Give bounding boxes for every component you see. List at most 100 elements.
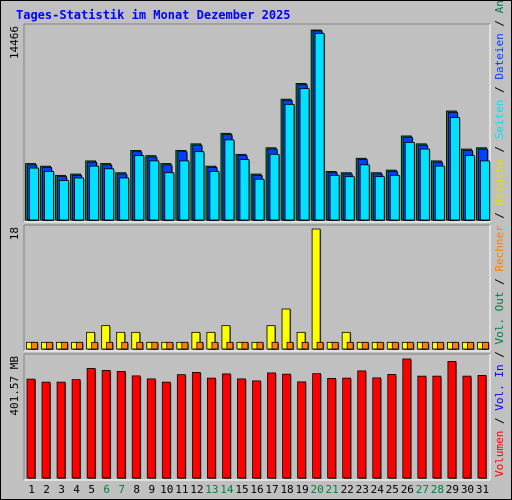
bar-volumen-day-3 (56, 381, 66, 479)
x-axis-label-day-20: 20 (311, 483, 324, 496)
bar-rechner-day-5 (91, 341, 99, 350)
y-axis-max-label-visits: 18 (8, 227, 21, 240)
bar-volumen-day-19 (297, 381, 306, 479)
bar-rechner-day-30 (467, 341, 474, 350)
y-axis-max-label-hits: 14466 (8, 26, 21, 59)
bar-seiten-day-13 (209, 171, 220, 221)
bar-seiten-day-28 (434, 165, 445, 221)
bar-volumen-day-14 (222, 373, 231, 479)
x-axis-label-day-18: 18 (280, 483, 293, 496)
x-axis-label-day-2: 2 (43, 483, 50, 496)
x-axis-label-day-22: 22 (341, 483, 354, 496)
bar-besuche-day-5 (86, 331, 96, 350)
bar-rechner-day-4 (76, 341, 83, 350)
bar-seiten-day-22 (344, 176, 355, 221)
x-axis-label-day-14: 14 (220, 483, 234, 496)
bar-seiten-day-19 (299, 88, 310, 221)
x-axis-label-day-30: 30 (461, 483, 474, 496)
bar-seiten-day-7 (119, 177, 130, 221)
bar-rechner-day-2 (46, 341, 53, 350)
bar-volumen-day-10 (161, 381, 171, 479)
bar-seiten-day-5 (89, 165, 100, 221)
x-axis-label-day-1: 1 (28, 483, 35, 496)
bar-volumen-day-17 (267, 372, 276, 479)
bar-volumen-day-2 (41, 381, 51, 479)
bar-volumen-day-11 (176, 374, 186, 479)
bar-rechner-day-26 (406, 341, 414, 350)
bar-seiten-day-25 (389, 174, 400, 221)
x-axis-label-day-19: 19 (295, 483, 308, 496)
bar-volumen-day-24 (372, 377, 382, 479)
bar-besuche-day-12 (191, 331, 201, 350)
bar-volumen-day-4 (71, 379, 81, 479)
bar-seiten-day-6 (104, 168, 115, 221)
x-axis-label-day-24: 24 (371, 483, 385, 496)
bar-rechner-day-1 (31, 341, 38, 350)
x-axis-label-day-26: 26 (401, 483, 414, 496)
bar-volumen-day-25 (387, 374, 397, 479)
bar-besuche-day-19 (296, 331, 306, 350)
x-axis-label-day-13: 13 (205, 483, 218, 496)
bar-volumen-day-18 (282, 373, 291, 479)
legend-entry-12: Dateien (493, 33, 506, 79)
bar-rechner-day-11 (181, 341, 189, 350)
x-axis-label-day-12: 12 (190, 483, 203, 496)
x-axis-label-day-9: 9 (148, 483, 155, 496)
bar-besuche-day-17 (266, 325, 276, 350)
bar-rechner-day-21 (331, 341, 339, 350)
bar-besuche-day-7 (116, 331, 126, 350)
x-axis-label-day-23: 23 (356, 483, 369, 496)
bar-volumen-day-12 (191, 372, 201, 479)
x-axis-label-day-5: 5 (88, 483, 95, 496)
bar-volumen-day-29 (447, 361, 457, 479)
chart-title: Tages-Statistik im Monat Dezember 2025 (16, 8, 291, 22)
legend-entry-10: Seiten (493, 99, 506, 139)
x-axis-label-day-16: 16 (250, 483, 263, 496)
bar-seiten-day-9 (149, 160, 160, 221)
x-axis-label-day-21: 21 (326, 483, 339, 496)
bar-besuche-day-22 (341, 331, 351, 350)
bar-rechner-day-23 (361, 341, 369, 350)
x-axis-label-day-28: 28 (431, 483, 444, 496)
bar-seiten-day-12 (194, 151, 205, 221)
x-axis-label-day-7: 7 (118, 483, 125, 496)
bar-volumen-day-28 (432, 375, 442, 479)
bar-seiten-day-11 (179, 160, 190, 221)
legend-entry-0: Volumen (493, 431, 506, 477)
bar-rechner-day-22 (346, 341, 354, 350)
right-legend: Volumen / Vol. In / Vol. Out / Rechner /… (493, 0, 506, 477)
bar-rechner-day-15 (241, 341, 249, 350)
bar-rechner-day-9 (151, 341, 159, 350)
bar-seiten-day-26 (404, 142, 415, 221)
bar-rechner-day-12 (196, 341, 204, 350)
x-axis-label-day-29: 29 (446, 483, 459, 496)
bar-volumen-day-13 (206, 377, 216, 479)
bar-seiten-day-15 (239, 159, 250, 221)
bar-volumen-day-9 (146, 378, 156, 479)
legend-entry-6: Rechner (493, 225, 506, 272)
bar-seiten-day-1 (29, 167, 39, 221)
bar-volumen-day-7 (116, 371, 126, 479)
bar-rechner-day-24 (376, 341, 384, 350)
bar-seiten-day-2 (44, 171, 54, 221)
bar-rechner-day-8 (136, 341, 144, 350)
x-axis-label-day-8: 8 (133, 483, 140, 496)
legend-entry-11: / (493, 80, 506, 100)
bar-rechner-day-17 (271, 341, 279, 350)
bar-seiten-day-16 (254, 178, 265, 221)
bar-rechner-day-7 (121, 341, 129, 350)
bar-seiten-day-18 (284, 104, 295, 221)
bar-volumen-day-5 (86, 368, 96, 479)
x-axis-label-day-10: 10 (160, 483, 173, 496)
legend-entry-4: Vol. Out (493, 292, 506, 345)
bar-seiten-day-10 (164, 172, 175, 221)
bar-rechner-day-19 (301, 341, 309, 350)
bar-volumen-day-22 (342, 377, 352, 479)
bar-besuche-day-18 (281, 308, 291, 350)
bar-volumen-day-20 (312, 373, 322, 479)
bar-seiten-day-29 (450, 117, 460, 221)
bar-volumen-day-1 (26, 378, 36, 479)
y-axis-max-label-volume: 401.57 MB (8, 356, 21, 416)
legend-entry-14: Anfragen (493, 0, 506, 13)
bar-rechner-day-10 (166, 341, 174, 350)
